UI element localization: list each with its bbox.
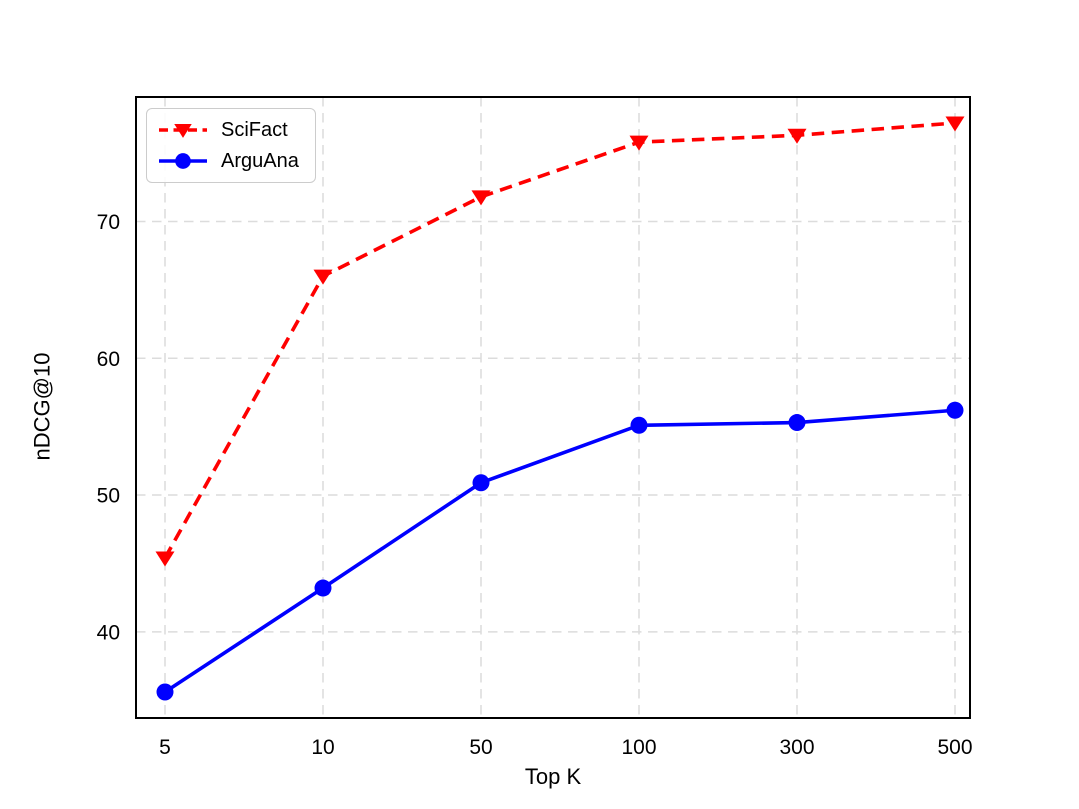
series-line-scifact xyxy=(163,121,956,559)
legend-label-scifact: SciFact xyxy=(221,119,288,141)
x-tick-label: 5 xyxy=(159,736,171,759)
data-point-marker xyxy=(156,683,174,701)
legend-item-arguana: ArguAna xyxy=(158,149,299,173)
arguana-line-marker-icon xyxy=(159,153,207,169)
scifact-line-marker-icon xyxy=(159,124,207,138)
data-point-marker xyxy=(472,474,490,492)
data-point-marker xyxy=(630,416,648,434)
data-point-marker xyxy=(787,128,807,144)
data-point-marker xyxy=(314,579,332,597)
data-point-marker xyxy=(175,153,191,169)
x-tick-label: 10 xyxy=(311,736,334,759)
x-tick-label: 50 xyxy=(469,736,492,759)
data-point-marker xyxy=(471,190,491,206)
plot-border xyxy=(135,96,971,719)
y-tick-label: 50 xyxy=(97,485,120,508)
data-point-marker xyxy=(946,401,964,419)
legend-item-scifact: SciFact xyxy=(158,118,299,142)
x-tick-label: 300 xyxy=(779,736,814,759)
y-axis-label: nDCG@10 xyxy=(29,352,55,461)
y-tick-label: 40 xyxy=(97,621,120,644)
data-point-marker xyxy=(313,269,333,285)
y-tick-label: 60 xyxy=(97,348,120,371)
data-point-marker xyxy=(174,124,192,138)
legend: SciFact ArguAna xyxy=(146,108,316,183)
x-tick-label: 500 xyxy=(937,736,972,759)
x-axis-label: Top K xyxy=(524,764,582,789)
x-tick-label: 100 xyxy=(621,736,656,759)
legend-label-arguana: ArguAna xyxy=(221,150,299,172)
series-line-arguana xyxy=(164,408,956,694)
data-point-marker xyxy=(788,414,806,432)
y-tick-label: 70 xyxy=(97,211,120,234)
data-point-marker xyxy=(629,135,649,151)
data-point-marker xyxy=(945,116,965,132)
data-point-marker xyxy=(155,551,175,567)
